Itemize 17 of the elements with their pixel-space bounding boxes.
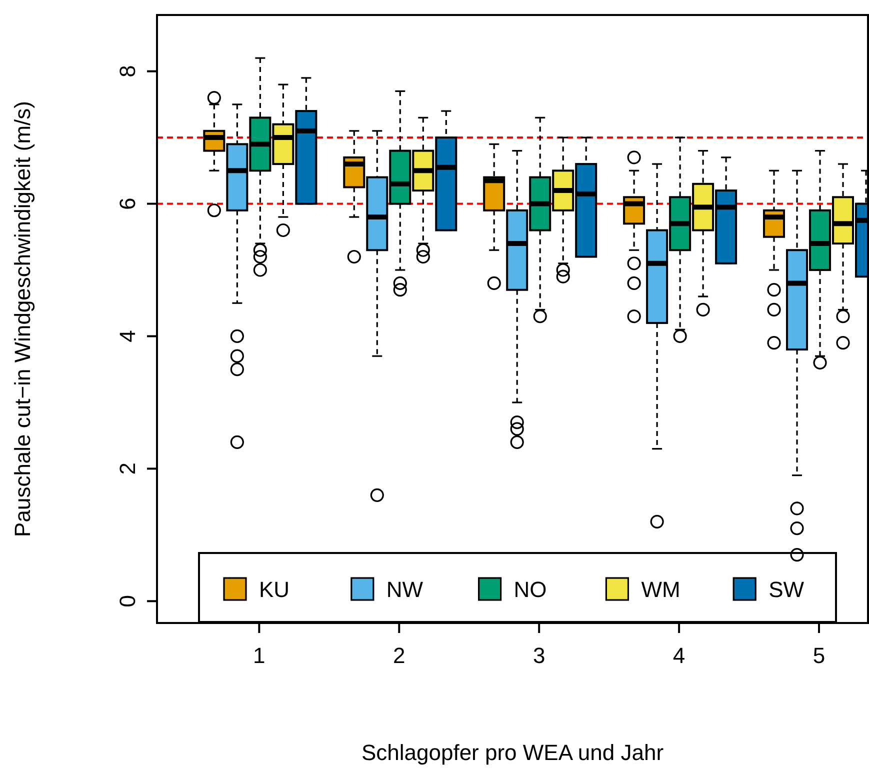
x-tick-label: 2 [393,643,406,668]
x-tick-label: 3 [532,643,546,668]
y-tick-label: 6 [115,198,140,210]
legend-label: WM [641,577,680,602]
legend-label: KU [259,577,290,602]
y-tick-label: 8 [115,65,140,78]
legend-label: NO [514,577,547,602]
y-tick-label: 0 [115,595,140,608]
x-tick-label: 1 [253,643,266,668]
y-tick-label: 4 [115,330,140,342]
x-tick-label: 5 [812,643,826,668]
x-tick-label: 4 [672,643,686,668]
legend-label: SW [768,577,804,602]
y-tick-label: 2 [115,462,140,475]
x-axis-title: Schlagopfer pro WEA und Jahr [361,740,664,765]
legend-label: NW [386,577,424,602]
y-axis-title: Pauschale cut−in Windgeschwindigkeit (m/s) [10,101,35,537]
